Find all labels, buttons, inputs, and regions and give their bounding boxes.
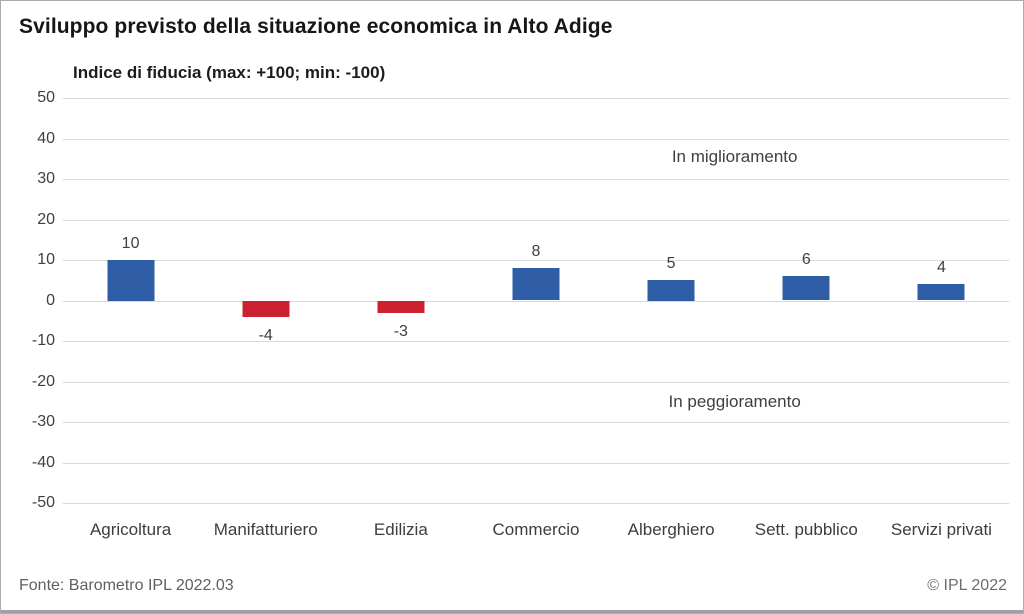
bar-column: 10 [63, 98, 198, 503]
bar-agricoltura [107, 260, 155, 301]
y-tick-label: 30 [37, 170, 55, 187]
bar-value-label: 8 [531, 243, 541, 261]
gridline [63, 260, 1009, 261]
category-label: Sett. pubblico [754, 520, 858, 539]
plot-annotation: In miglioramento [671, 146, 798, 166]
gridline [63, 98, 1009, 99]
bar-value-label: 5 [666, 255, 676, 273]
y-tick-label: 10 [37, 251, 55, 268]
category-label: Manifatturiero [213, 520, 318, 539]
bar-alberghiero [647, 280, 695, 301]
gridline [63, 381, 1009, 383]
bar-manifatturiero [242, 300, 290, 317]
gridline [63, 341, 1009, 342]
category-label: Edilizia [373, 520, 428, 539]
plot-area: 50 40 30 20 10 0 -10 -20 -30 -40 -50 10 -4 -3 8 5 6 4 In m… [32, 89, 1009, 511]
bar-value-label: -3 [393, 322, 408, 340]
chart-subtitle: Indice di fiducia (max: +100; min: -100) [73, 63, 386, 82]
y-tick-label: -40 [31, 453, 55, 471]
copyright-note: © IPL 2022 [927, 577, 1007, 594]
gridline [63, 503, 1009, 504]
bar-column: 5 [604, 98, 739, 503]
bottom-accent-bar [1, 610, 1023, 613]
bar-value-label: 10 [121, 235, 140, 252]
source-note: Fonte: Barometro IPL 2022.03 [19, 577, 234, 594]
y-tick-label: 20 [37, 210, 55, 228]
gridline [63, 219, 1009, 221]
y-tick-label: 0 [46, 291, 55, 309]
gridline [63, 138, 1009, 140]
y-tick-label: -50 [31, 494, 55, 511]
bar-servizi-privati [917, 284, 965, 301]
category-label: Commercio [492, 520, 580, 539]
bar-value-label: -4 [258, 326, 273, 344]
gridline [63, 179, 1009, 180]
chart-title: Sviluppo previsto della situazione econo… [19, 15, 613, 38]
plot-annotation: In peggioramento [668, 391, 801, 411]
category-label: Agricoltura [89, 520, 172, 539]
category-label: Servizi privati [890, 520, 992, 539]
bar-column: -3 [333, 98, 468, 503]
y-tick-label: -20 [31, 372, 55, 390]
bar-value-label: 6 [801, 251, 811, 269]
bar-sett-pubblico [782, 276, 830, 301]
gridline [63, 422, 1009, 423]
y-tick-label: 50 [37, 89, 55, 106]
gridline [63, 300, 1009, 302]
category-label: Alberghiero [627, 520, 715, 539]
bar-column: 8 [468, 98, 603, 503]
bar-value-label: 4 [936, 259, 946, 277]
gridline [63, 462, 1009, 464]
bar-column: -4 [198, 98, 333, 503]
y-tick-label: -10 [31, 332, 55, 349]
y-tick-label: 40 [37, 129, 55, 147]
bar-column: 4 [874, 98, 1009, 503]
x-axis-labels: Agricoltura Manifatturiero Edilizia Commerc… [63, 513, 1009, 547]
bar-edilizia [377, 300, 425, 313]
y-tick-label: -30 [31, 413, 55, 430]
bar-column: 6 [739, 98, 874, 503]
bar-commercio [512, 268, 560, 301]
chart-footer: Fonte: Barometro IPL 2022.03 © IPL 2022 [19, 577, 1007, 595]
